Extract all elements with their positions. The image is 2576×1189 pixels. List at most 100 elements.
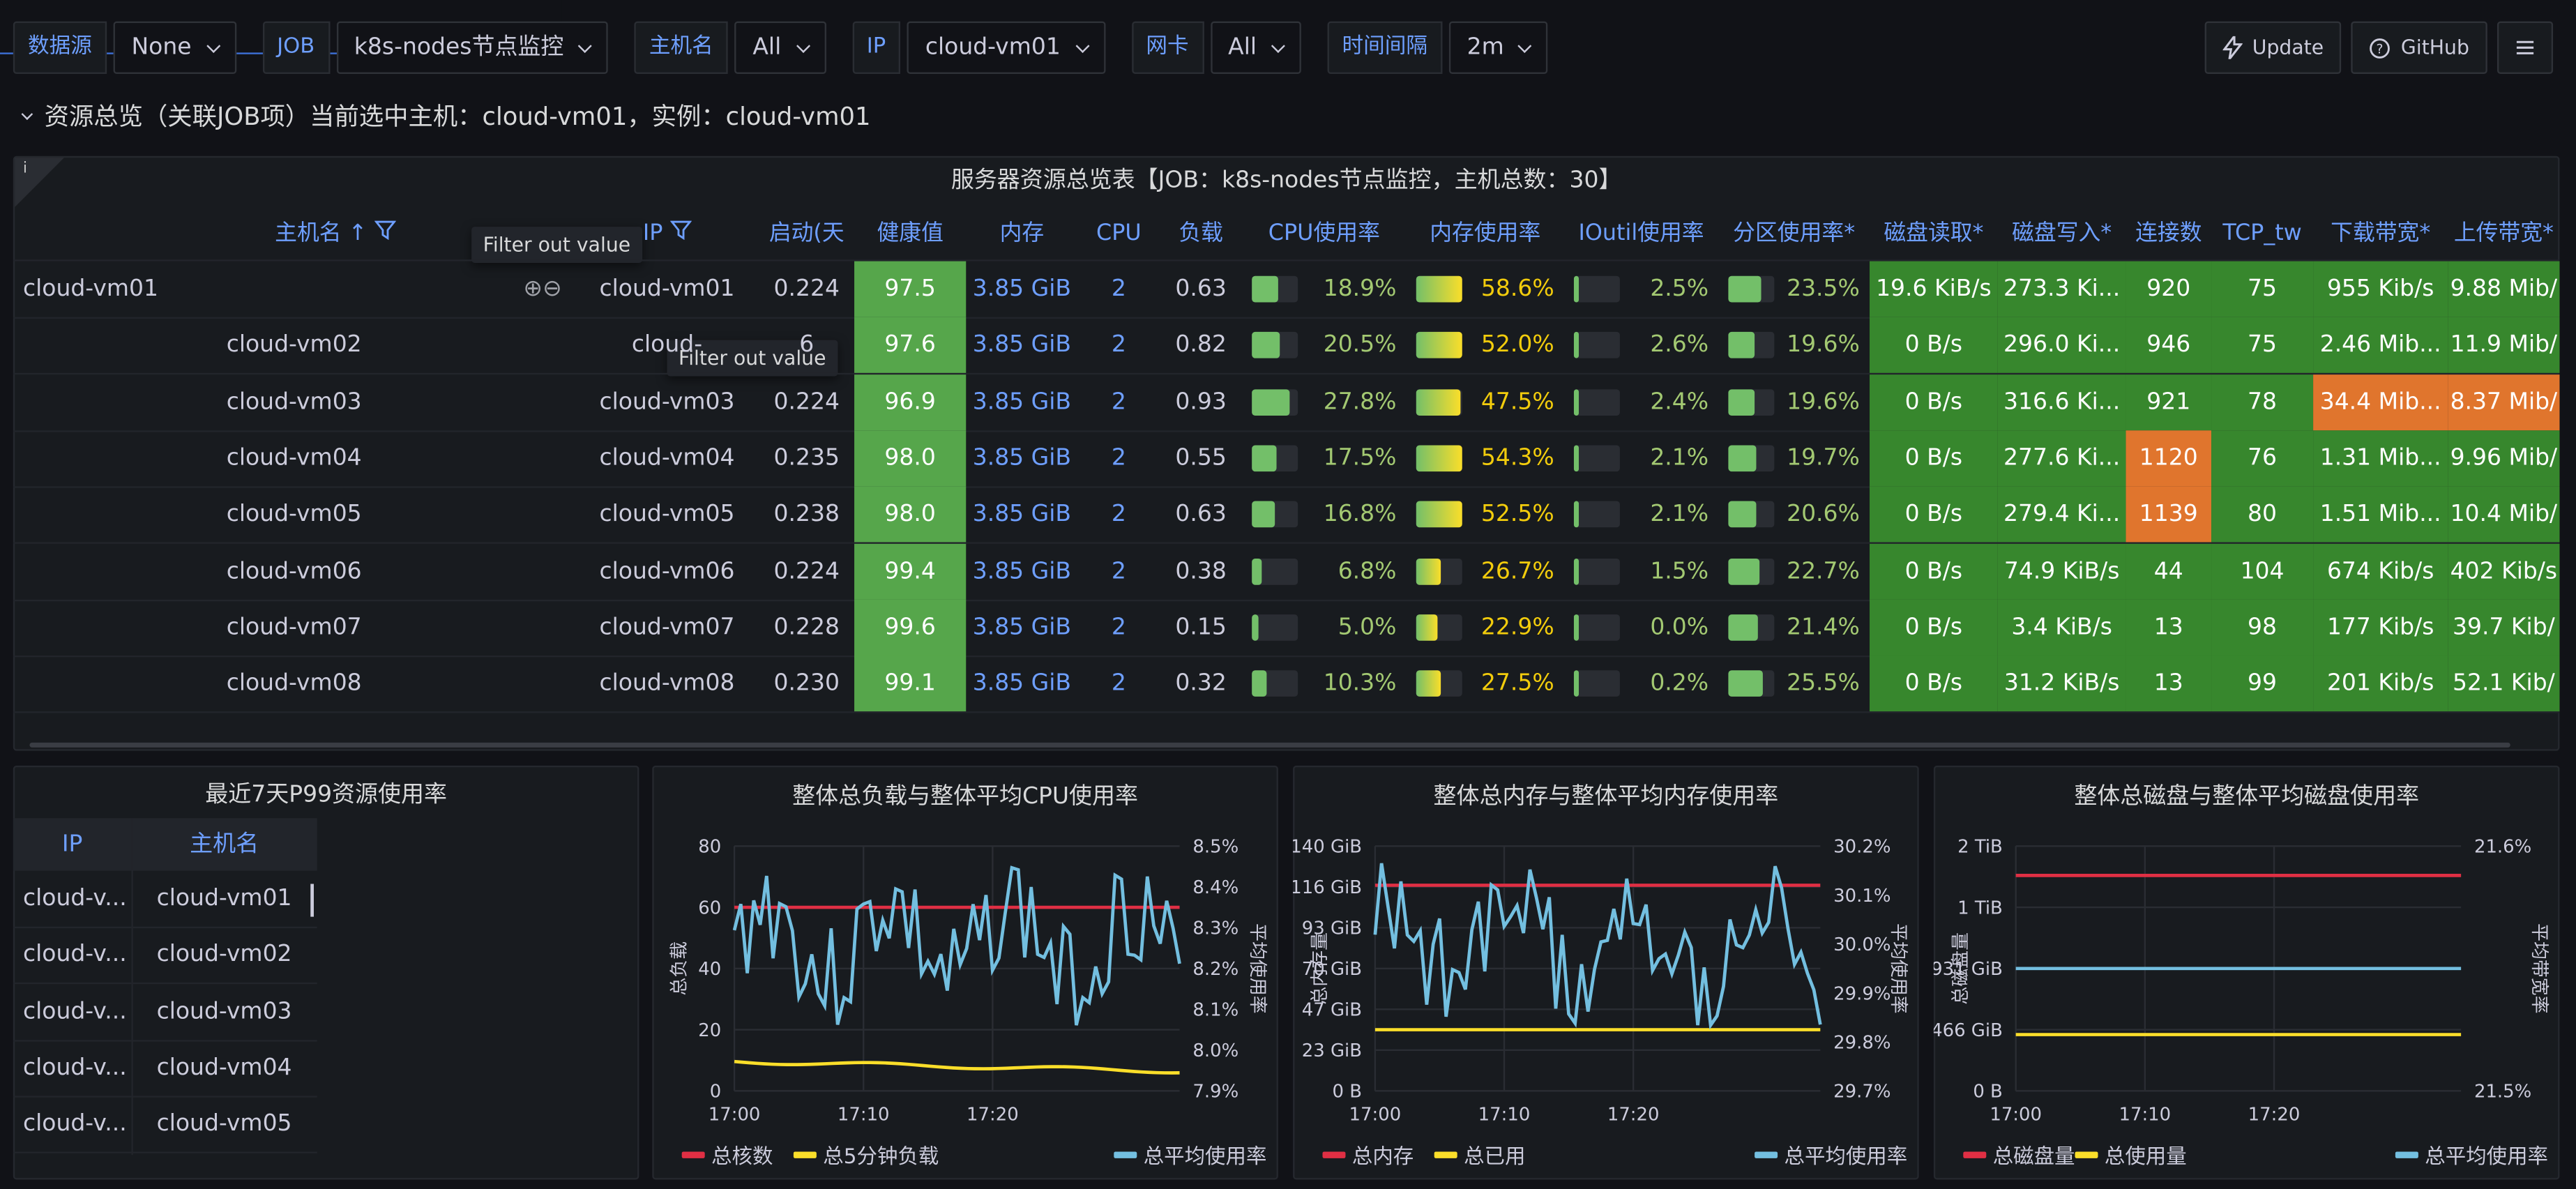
gauge-bar-fill: [1728, 557, 1760, 584]
var-ip: IP cloud-vm01: [851, 21, 1105, 75]
chart-panel: [1293, 765, 1919, 1180]
var-select[interactable]: All: [1210, 21, 1301, 75]
percent-value: 47.5%: [1480, 388, 1554, 416]
column-header[interactable]: 连接数: [2135, 220, 2202, 247]
column-header[interactable]: IP: [61, 831, 83, 858]
legend-item[interactable]: 总核数: [681, 1139, 773, 1170]
column-header[interactable]: 健康值: [877, 220, 944, 247]
percent-value: 27.8%: [1323, 388, 1397, 416]
table-cell: 21.4%: [1718, 599, 1870, 655]
legend-item[interactable]: 总磁盘量: [1963, 1139, 2075, 1170]
table-cell: 78: [2211, 374, 2314, 430]
legend-label: 总使用量: [2104, 1143, 2187, 1169]
legend-label: 总平均使用率: [1143, 1143, 1267, 1169]
y-tick-label: 80: [698, 837, 721, 858]
gauge-bar-fill: [1728, 670, 1764, 697]
table-cell: cloud-vm03: [156, 998, 292, 1025]
gauge-bar-fill: [1252, 275, 1278, 303]
var-select[interactable]: k8s-nodes节点监控: [335, 21, 609, 75]
hamburger-icon: [2516, 40, 2534, 54]
table-cell: 1.51 Mib...: [2313, 486, 2448, 543]
chart-plot[interactable]: 140 GiB 116 GiB 93 GiB 70 GiB 47 GiB 23 GiB 0 …: [1293, 821, 1919, 1150]
filter-icon[interactable]: [373, 220, 396, 247]
row-title[interactable]: 资源总览（关联JOB项）当前选中主机：cloud-vm01，实例：cloud-v…: [17, 98, 871, 132]
y2-tick-label: 30.1%: [1833, 886, 1891, 907]
column-header[interactable]: 主机名: [190, 831, 259, 858]
y2-tick-label: 29.9%: [1833, 983, 1891, 1004]
percent-value: 16.8%: [1323, 501, 1397, 528]
y-tick-label: 0 B: [1333, 1082, 1363, 1103]
x-tick-label: 17:20: [2248, 1105, 2301, 1126]
gauge-bar-fill: [1252, 557, 1262, 584]
chevron-down-icon: [21, 107, 33, 119]
column-header[interactable]: 上传带宽*: [2453, 220, 2554, 247]
gauge-bar-fill: [1728, 275, 1761, 303]
table-scrollbar[interactable]: [29, 742, 2510, 748]
column-header[interactable]: 启动(天: [768, 220, 844, 247]
column-header[interactable]: 负载: [1179, 220, 1223, 247]
column-header[interactable]: CPU: [1096, 220, 1142, 247]
legend-item[interactable]: 总平均使用率: [1755, 1139, 1907, 1170]
legend-item[interactable]: 总平均使用率: [2395, 1139, 2548, 1170]
column-header[interactable]: 分区使用率*: [1733, 220, 1856, 247]
gauge-bar-fill: [1573, 275, 1579, 303]
chevron-down-icon: [578, 38, 593, 52]
table-cell: 0 B/s: [1870, 656, 1998, 712]
percent-value: 22.9%: [1480, 614, 1554, 641]
legend-item[interactable]: 总内存: [1322, 1139, 1414, 1170]
table-cell: 6.8%: [1242, 543, 1407, 599]
legend-label: 总内存: [1351, 1143, 1414, 1169]
question-circle-icon: ?: [2370, 37, 2391, 58]
table-cell: 277.6 Ki...: [1997, 430, 2126, 487]
column-header[interactable]: TCP_tw: [2222, 220, 2302, 247]
legend-item[interactable]: 总使用量: [2075, 1139, 2187, 1170]
table-cell: 2: [1111, 388, 1126, 416]
column-header[interactable]: 磁盘写入*: [2012, 220, 2112, 247]
legend-item[interactable]: 总平均使用率: [1114, 1139, 1266, 1170]
column-header[interactable]: 磁盘读取*: [1884, 220, 1984, 247]
column-header[interactable]: CPU使用率: [1268, 220, 1380, 247]
var-select[interactable]: None: [113, 21, 236, 75]
legend-swatch: [1322, 1151, 1346, 1158]
gauge-bar-fill: [1252, 332, 1280, 359]
y-tick-label: 140 GiB: [1293, 837, 1362, 858]
var-select[interactable]: cloud-vm01: [907, 21, 1105, 75]
table-cell: 3.4 KiB/s: [1997, 599, 2126, 656]
update-button[interactable]: Update: [2204, 21, 2342, 75]
column-header[interactable]: 主机名 ↑: [13, 207, 575, 259]
table-cell: cloud-vm01: [599, 275, 735, 303]
table-cell: 16.8%: [1242, 487, 1407, 543]
y-axis-label: 总负载: [669, 941, 690, 996]
table-cell: 22.9%: [1407, 599, 1564, 655]
percent-value: 18.9%: [1323, 275, 1397, 303]
filter-icon[interactable]: [669, 220, 692, 247]
github-button[interactable]: ? GitHub: [2351, 21, 2487, 75]
column-header[interactable]: IOutil使用率: [1578, 220, 1704, 247]
update-label: Update: [2252, 36, 2324, 59]
table-cell: 3.85 GiB: [972, 670, 1072, 697]
legend-item[interactable]: 总已用: [1434, 1139, 1525, 1170]
column-header[interactable]: 内存使用率: [1430, 220, 1541, 247]
y-axis-label: 总磁盘量: [1950, 932, 1971, 1005]
row-title-text: 资源总览（关联JOB项）当前选中主机：cloud-vm01，实例：cloud-v…: [44, 102, 871, 132]
legend-item[interactable]: 总5分钟负载: [793, 1139, 939, 1170]
filter-icons[interactable]: ⊕⊖: [523, 275, 562, 303]
table-cell: 13: [2126, 599, 2212, 656]
var-label: 数据源: [13, 21, 107, 75]
menu-button[interactable]: [2497, 21, 2554, 75]
table-cell: 2.6%: [1564, 317, 1718, 373]
chart-plot[interactable]: 80 60 40 20 0 8.5% 8.4% 8.3% 8.2% 8.1% 8.0% 7.9% 17:…: [652, 821, 1278, 1150]
chevron-down-icon: [795, 38, 810, 52]
var-select[interactable]: All: [734, 21, 826, 75]
chart-plot[interactable]: 2 TiB 1 TiB 931 GiB 466 GiB 0 B 21.6% 21.5% 17:…: [1934, 821, 2560, 1150]
var-select[interactable]: 2m: [1448, 21, 1549, 75]
table-cell: 3.85 GiB: [972, 614, 1072, 641]
column-header[interactable]: 内存: [999, 220, 1045, 247]
legend-swatch: [2075, 1151, 2098, 1158]
column-header[interactable]: IP: [575, 207, 759, 259]
row-divider: [13, 1151, 317, 1154]
header-divider: [13, 259, 2560, 262]
table-cell: 0.55: [1175, 445, 1227, 471]
column-header[interactable]: 下载带宽*: [2331, 220, 2431, 247]
sort-asc-icon[interactable]: ↑: [341, 220, 374, 247]
